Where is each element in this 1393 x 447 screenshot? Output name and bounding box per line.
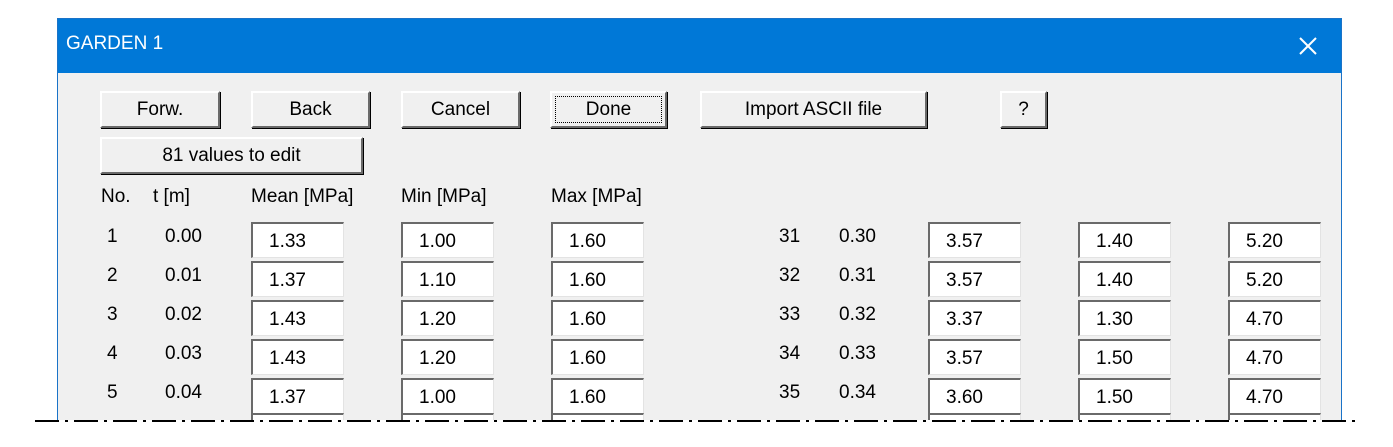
value-input[interactable]: 3.37 xyxy=(928,300,1021,336)
button[interactable]: Back xyxy=(251,91,370,128)
value-input[interactable] xyxy=(251,413,344,420)
depth-label: 0.34 xyxy=(839,382,876,403)
depth-label: 0.32 xyxy=(839,304,876,325)
button[interactable]: ? xyxy=(1000,91,1047,128)
depth-label: 0.31 xyxy=(839,265,876,286)
row-number: 5 xyxy=(107,382,118,403)
value-input[interactable]: 5.20 xyxy=(1228,222,1321,258)
depth-label: 0.02 xyxy=(165,304,202,325)
dialog: GARDEN 1 Forw. Back Cancel Done Import ASCII… xyxy=(57,18,1342,420)
value-input[interactable]: 1.40 xyxy=(1078,261,1171,297)
button[interactable]: Import ASCII file xyxy=(700,91,927,128)
row-number: 34 xyxy=(779,343,801,364)
value-input[interactable]: 1.43 xyxy=(251,339,344,375)
value-input[interactable]: 4.70 xyxy=(1228,339,1321,375)
value-input[interactable]: 1.20 xyxy=(401,300,494,336)
row-number: 31 xyxy=(779,226,801,247)
column-header: No. xyxy=(101,186,131,207)
column-header: Min [MPa] xyxy=(401,186,487,207)
button[interactable]: Forw. xyxy=(100,91,220,128)
value-input[interactable]: 4.70 xyxy=(1228,300,1321,336)
depth-label: 0.00 xyxy=(165,226,202,247)
value-input[interactable] xyxy=(401,413,494,420)
depth-label: 0.33 xyxy=(839,343,876,364)
depth-label: 0.03 xyxy=(165,343,202,364)
row-number: 32 xyxy=(779,265,801,286)
column-header: t [m] xyxy=(153,186,190,207)
value-input[interactable]: 1.60 xyxy=(551,339,644,375)
value-input[interactable]: 1.60 xyxy=(551,300,644,336)
value-input[interactable] xyxy=(1078,413,1171,420)
value-input[interactable]: 1.43 xyxy=(251,300,344,336)
value-input[interactable]: 1.40 xyxy=(1078,222,1171,258)
value-input[interactable]: 1.37 xyxy=(251,378,344,414)
row-number: 2 xyxy=(107,265,118,286)
row-number: 4 xyxy=(107,343,118,364)
button[interactable]: 81 values to edit xyxy=(100,137,363,174)
value-input[interactable]: 3.60 xyxy=(928,378,1021,414)
title-bar: GARDEN 1 xyxy=(58,19,1341,73)
depth-label: 0.30 xyxy=(839,226,876,247)
value-input[interactable]: 3.57 xyxy=(928,339,1021,375)
row-number: 35 xyxy=(779,382,801,403)
depth-label: 0.01 xyxy=(165,265,202,286)
depth-label: 0.04 xyxy=(165,382,202,403)
row-number: 33 xyxy=(779,304,801,325)
value-input[interactable]: 1.00 xyxy=(401,222,494,258)
value-input[interactable]: 1.10 xyxy=(401,261,494,297)
button[interactable]: Done xyxy=(550,91,667,128)
value-input[interactable]: 1.00 xyxy=(401,378,494,414)
value-input[interactable]: 1.50 xyxy=(1078,339,1171,375)
column-header: Max [MPa] xyxy=(551,186,642,207)
value-input[interactable]: 1.60 xyxy=(551,261,644,297)
value-input[interactable]: 3.57 xyxy=(928,261,1021,297)
value-input[interactable]: 3.57 xyxy=(928,222,1021,258)
value-input[interactable]: 1.37 xyxy=(251,261,344,297)
value-input[interactable]: 1.30 xyxy=(1078,300,1171,336)
value-input[interactable]: 4.70 xyxy=(1228,378,1321,414)
value-input[interactable]: 1.50 xyxy=(1078,378,1171,414)
value-input[interactable]: 5.20 xyxy=(1228,261,1321,297)
torn-edge xyxy=(35,420,1360,422)
value-input[interactable]: 1.20 xyxy=(401,339,494,375)
value-input[interactable] xyxy=(551,413,644,420)
value-input[interactable] xyxy=(1228,413,1321,420)
button[interactable]: Cancel xyxy=(401,91,520,128)
row-number: 3 xyxy=(107,304,118,325)
close-button[interactable] xyxy=(1294,32,1322,60)
dialog-title: GARDEN 1 xyxy=(66,33,164,54)
value-input[interactable]: 1.60 xyxy=(551,222,644,258)
row-number: 1 xyxy=(107,226,118,247)
value-input[interactable] xyxy=(928,413,1021,420)
column-header: Mean [MPa] xyxy=(251,186,354,207)
value-input[interactable]: 1.33 xyxy=(251,222,344,258)
value-input[interactable]: 1.60 xyxy=(551,378,644,414)
